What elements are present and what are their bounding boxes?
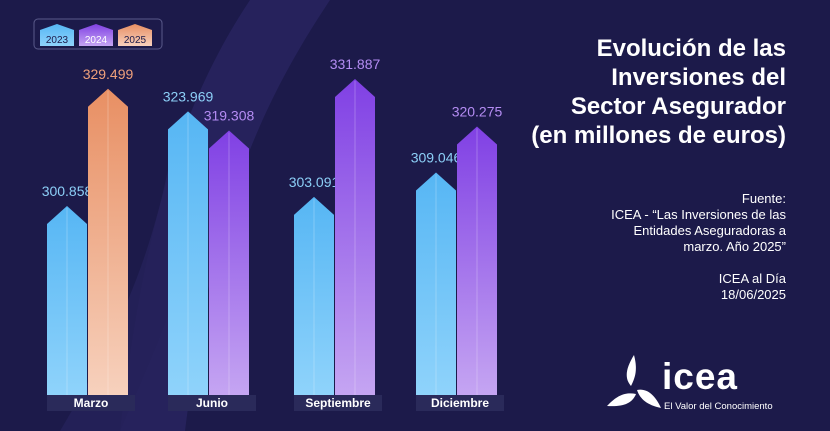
data-label: 331.887 [330,56,381,72]
category-label-bg [294,395,382,411]
data-label: 303.091 [289,174,340,190]
legend-label: 2024 [85,35,108,46]
bar-2024 [209,130,249,395]
source-line: 18/06/2025 [720,287,786,302]
icea-logo: icea El Valor del Conocimiento [604,352,804,422]
icea-triskelion-icon [607,355,661,408]
bar-2023 [168,111,208,395]
legend-label: 2025 [124,35,147,46]
bar-2024 [457,126,497,395]
source-line: ICEA - “Las Inversiones de las [611,207,786,222]
title-line: Sector Asegurador [570,93,786,120]
data-label: 329.499 [83,66,134,82]
legend-label: 2023 [46,35,69,46]
source-line: ICEA al Día [718,271,786,286]
bar-2024 [335,79,375,395]
data-label: 300.858 [42,183,93,199]
data-label: 320.275 [452,104,503,120]
category-label: Marzo [74,396,109,410]
source-line: Entidades Aseguradoras a [633,223,787,238]
category-label: Diciembre [431,396,489,410]
legend-swatch [118,24,152,46]
data-label: 319.308 [204,107,255,123]
brand-tagline: El Valor del Conocimiento [664,401,773,412]
category-label-bg [416,395,504,411]
category-label: Septiembre [305,396,371,410]
data-label: 309.046 [411,149,462,165]
data-label: 323.969 [163,88,214,104]
legend-swatch [40,24,74,46]
bar-2023 [294,196,334,395]
source-line: Fuente: [741,191,786,206]
brand-name: icea [662,356,739,397]
legend-swatch [79,24,113,46]
chart-title: Evolución de las Inversiones del Sector … [496,34,786,150]
category-label: Junio [196,396,228,410]
legend-box [33,18,163,50]
category-label-bg [168,395,256,411]
title-line: (en millones de euros) [531,122,786,149]
title-line: Evolución de las [596,35,786,62]
bar-2023 [416,172,456,395]
category-label-bg [47,395,135,411]
bar-2025 [88,88,128,395]
source-line: marzo. Año 2025” [683,239,786,254]
title-line: Inversiones del [611,64,786,91]
bar-2023 [47,206,87,395]
source-note: Fuente: ICEA - “Las Inversiones de las E… [526,191,786,303]
